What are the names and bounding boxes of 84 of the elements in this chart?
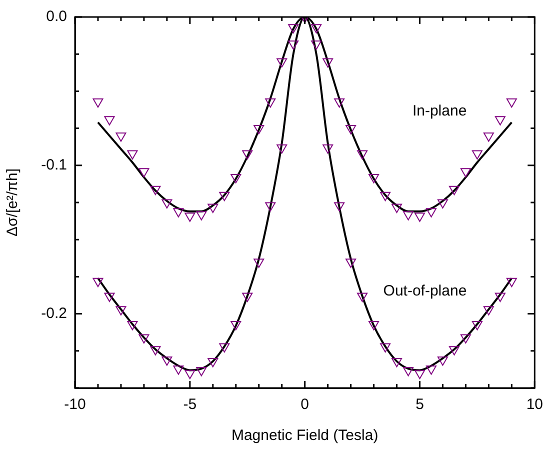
point [448, 186, 460, 196]
point [380, 343, 391, 352]
point [402, 211, 414, 220]
y-axis-title: Δσ/[e²/πh] [4, 168, 22, 236]
point [265, 98, 276, 108]
x-tick-label: 10 [526, 396, 543, 414]
point [162, 356, 172, 366]
point [483, 306, 494, 316]
point [288, 40, 299, 50]
point [138, 168, 150, 178]
point [334, 98, 345, 108]
point [437, 356, 448, 366]
point [116, 306, 126, 316]
point [426, 208, 436, 218]
point [173, 365, 184, 375]
point [506, 278, 517, 288]
point [162, 199, 172, 208]
point [104, 116, 115, 126]
point [402, 366, 414, 376]
point [437, 199, 448, 208]
point [196, 366, 207, 376]
point [276, 144, 288, 154]
y-tick-label: 0.0 [46, 8, 67, 26]
point [219, 343, 230, 352]
x-tick-label: 0 [300, 396, 309, 414]
y-tick-label: -0.2 [41, 304, 67, 322]
point [380, 192, 391, 202]
point [242, 292, 253, 302]
point [368, 320, 380, 330]
point [116, 132, 126, 142]
point [392, 204, 402, 213]
x-tick-label: 5 [416, 396, 424, 414]
point [346, 258, 356, 268]
point [368, 174, 380, 184]
point [472, 320, 482, 330]
point [311, 40, 322, 50]
point [448, 346, 460, 356]
point [311, 24, 322, 34]
point [254, 125, 264, 134]
point [472, 150, 482, 160]
series-label: In-plane [412, 102, 467, 120]
point [127, 150, 138, 160]
point [208, 358, 218, 368]
series-label: Out-of-plane [383, 282, 467, 300]
point [230, 174, 242, 184]
x-tick-label: -5 [183, 396, 197, 414]
point [494, 292, 506, 302]
point [208, 204, 218, 213]
point [196, 211, 207, 220]
point [414, 370, 426, 380]
point [506, 98, 517, 108]
point [230, 320, 242, 330]
x-tick-label: -10 [64, 396, 86, 414]
point [254, 258, 264, 268]
y-tick-label: -0.1 [41, 156, 67, 174]
point [92, 278, 104, 288]
point [334, 202, 345, 212]
point [322, 58, 334, 68]
point [494, 116, 506, 126]
point [392, 358, 402, 368]
point [92, 98, 104, 108]
point [173, 208, 184, 218]
point [219, 192, 230, 202]
point [150, 186, 161, 196]
point [357, 292, 368, 302]
point [357, 150, 368, 160]
point [150, 346, 161, 356]
point [265, 202, 276, 212]
point [460, 334, 471, 344]
point [276, 58, 288, 68]
point [242, 150, 253, 160]
point [127, 320, 138, 330]
point [322, 144, 334, 154]
point [426, 365, 436, 375]
point [184, 370, 196, 380]
point [346, 125, 356, 134]
point [138, 334, 150, 344]
point [288, 24, 299, 34]
point [460, 168, 471, 178]
point [414, 212, 426, 222]
point [184, 212, 196, 222]
point [104, 292, 115, 302]
x-axis-title: Magnetic Field (Tesla) [231, 427, 378, 444]
point [483, 132, 494, 142]
